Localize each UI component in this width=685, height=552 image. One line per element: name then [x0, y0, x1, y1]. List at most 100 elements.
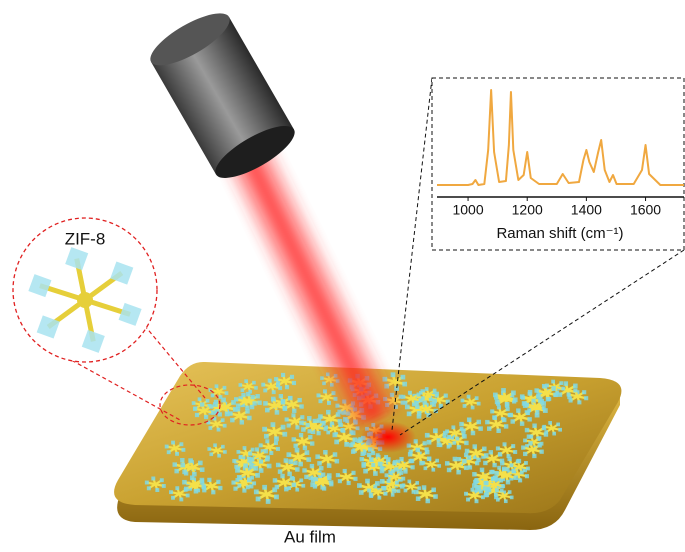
- node: [437, 464, 442, 468]
- node: [472, 483, 477, 488]
- node: [516, 408, 521, 413]
- node: [278, 386, 283, 391]
- node: [511, 444, 516, 449]
- zif8-particle: [208, 384, 229, 399]
- node: [410, 465, 415, 470]
- node: [253, 465, 259, 471]
- node: [265, 439, 270, 444]
- node: [209, 404, 214, 409]
- node: [426, 439, 432, 445]
- zif8-particle: [484, 477, 506, 493]
- node: [475, 461, 480, 466]
- zif8-particle: [493, 388, 518, 407]
- zif8-particle: [495, 442, 518, 459]
- node: [231, 480, 236, 485]
- node: [377, 461, 383, 467]
- node: [423, 466, 428, 471]
- node: [553, 392, 558, 398]
- node: [327, 475, 332, 481]
- node: [248, 451, 253, 456]
- node: [319, 466, 324, 471]
- node: [548, 421, 552, 425]
- node: [339, 423, 343, 427]
- node: [515, 459, 520, 464]
- node: [283, 458, 289, 463]
- node: [161, 484, 166, 488]
- node: [445, 399, 450, 404]
- node: [180, 462, 186, 468]
- node: [194, 412, 200, 418]
- zif8-particle: [200, 477, 223, 495]
- node: [222, 423, 227, 428]
- node: [353, 476, 358, 481]
- node: [407, 479, 412, 484]
- node: [385, 457, 391, 462]
- zif8-particle: [460, 394, 481, 410]
- node: [274, 484, 280, 490]
- node: [144, 480, 149, 485]
- node: [274, 410, 280, 415]
- node: [508, 412, 514, 418]
- node: [320, 472, 326, 477]
- node: [207, 477, 212, 482]
- node: [464, 448, 470, 454]
- node: [220, 418, 225, 423]
- node: [501, 490, 506, 495]
- node: [367, 488, 371, 493]
- node: [456, 445, 462, 450]
- node: [518, 478, 523, 483]
- node: [497, 452, 502, 457]
- node: [531, 398, 536, 403]
- zif8-particle: [228, 406, 252, 425]
- node: [400, 400, 405, 405]
- zif8-particle: [305, 418, 328, 436]
- node: [407, 390, 412, 395]
- node: [404, 404, 410, 410]
- node: [250, 447, 255, 452]
- node: [197, 397, 202, 402]
- node: [284, 385, 290, 390]
- node: [534, 388, 539, 393]
- node: [524, 427, 530, 433]
- node: [326, 409, 331, 415]
- node: [527, 408, 532, 413]
- node: [269, 450, 274, 456]
- node: [551, 386, 556, 391]
- node: [255, 394, 260, 399]
- node: [291, 413, 296, 418]
- node: [200, 402, 205, 407]
- node: [558, 427, 563, 432]
- node: [276, 383, 281, 388]
- node: [461, 428, 466, 434]
- node: [310, 478, 316, 483]
- node: [545, 383, 549, 388]
- node: [532, 423, 537, 428]
- node: [484, 492, 490, 498]
- node: [247, 415, 252, 421]
- node: [254, 447, 260, 452]
- node: [400, 374, 406, 380]
- node: [370, 450, 376, 456]
- node: [397, 476, 403, 482]
- node: [249, 462, 254, 467]
- node: [584, 396, 589, 401]
- node: [456, 456, 462, 462]
- node: [541, 406, 546, 410]
- node: [284, 417, 289, 422]
- node: [263, 401, 268, 406]
- node: [249, 404, 255, 410]
- node: [323, 426, 328, 432]
- zif8-particle: [367, 484, 388, 500]
- node: [221, 444, 225, 449]
- node: [274, 377, 279, 382]
- core: [77, 292, 93, 308]
- node: [235, 406, 241, 412]
- node: [503, 424, 509, 429]
- node: [270, 396, 276, 402]
- node: [417, 411, 422, 416]
- node: [416, 413, 422, 419]
- node: [346, 480, 351, 486]
- node: [192, 406, 198, 411]
- node: [318, 414, 323, 419]
- node: [260, 449, 265, 454]
